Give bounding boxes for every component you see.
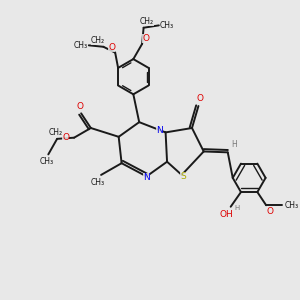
Text: N: N [156,126,163,135]
Text: CH₂: CH₂ [91,36,105,45]
Text: S: S [180,172,186,181]
Text: O: O [142,34,149,43]
Text: CH₃: CH₃ [40,157,54,166]
Text: O: O [108,43,115,52]
Text: O: O [196,94,203,103]
Text: CH₂: CH₂ [140,17,154,26]
Text: O: O [266,207,273,216]
Text: N: N [143,173,150,182]
Text: OH: OH [219,210,233,219]
Text: CH₃: CH₃ [285,201,299,210]
Text: H: H [231,140,237,148]
Text: CH₃: CH₃ [91,178,105,187]
Text: O: O [76,102,83,111]
Text: CH₃: CH₃ [160,21,174,30]
Text: CH₂: CH₂ [49,128,63,137]
Text: H: H [234,205,239,211]
Text: O: O [62,133,69,142]
Text: CH₃: CH₃ [74,41,88,50]
